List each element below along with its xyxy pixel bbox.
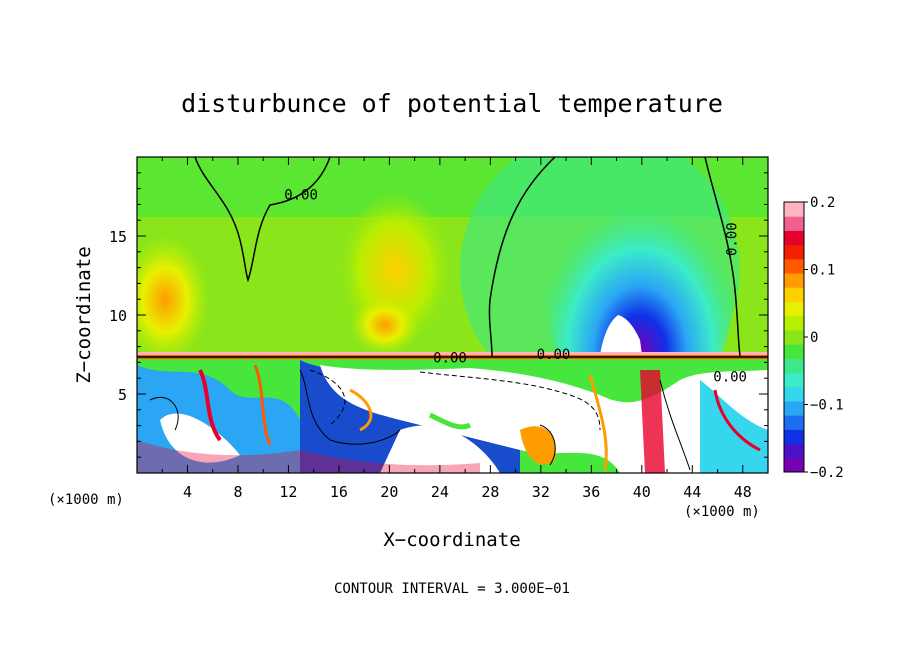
x-tick-label: 48	[734, 483, 752, 501]
x-axis-ticks: 4 8 12 16 20 24 28 32 36 40 44 48	[161, 157, 752, 501]
contour-lines	[137, 157, 768, 471]
contour-labels: 0.00 0.00 0.00 0.00 0.00	[284, 188, 747, 386]
colorbar-segment	[784, 372, 804, 388]
x-tick-label: 20	[380, 483, 398, 501]
x-unit-label-left: (×1000 m)	[48, 492, 124, 508]
lower-turbulent-structures	[137, 360, 768, 473]
y-tick-label: 5	[118, 386, 127, 404]
x-tick-label: 8	[233, 483, 242, 501]
x-tick-label: 40	[633, 483, 651, 501]
chart-title: disturbunce of potential temperature	[181, 89, 723, 118]
warm-anomaly-center-low	[350, 295, 420, 355]
x-tick-label: 16	[330, 483, 348, 501]
colorbar-segment	[784, 415, 804, 430]
colorbar-tick-label: 0.1	[810, 263, 835, 279]
colorbar-segment	[784, 202, 804, 217]
x-tick-label: 12	[279, 483, 297, 501]
x-tick-label: 28	[481, 483, 499, 501]
x-tick-label: 4	[183, 483, 192, 501]
warm-anomaly-left	[137, 235, 210, 365]
colorbar-tick-label: 0	[810, 330, 818, 346]
x-tick-label: 24	[431, 483, 449, 501]
colorbar-segment	[784, 457, 804, 473]
colorbar-tick-label: −0.1	[810, 398, 844, 414]
colorbar-segment	[784, 329, 804, 345]
contour-zero-right-inner	[488, 157, 556, 357]
colorbar-segment	[784, 244, 804, 260]
contour-lower-solid	[149, 369, 691, 471]
colorbar-segment	[784, 216, 804, 231]
contour-label: 0.00	[284, 188, 318, 204]
y-axis-label: Z−coordinate	[73, 246, 95, 383]
colorbar-tick-label: 0.2	[810, 195, 835, 211]
contour-label: 0.00	[713, 369, 747, 385]
colorbar-segment	[784, 358, 804, 374]
x-tick-label: 44	[683, 483, 701, 501]
colorbar-segment	[784, 315, 804, 331]
heatmap-field	[137, 157, 768, 473]
colorbar-segment	[784, 258, 804, 274]
colorbar-segment	[784, 301, 804, 317]
contour-lower-dashed	[309, 369, 601, 431]
x-axis-label: X−coordinate	[383, 529, 520, 551]
contour-label: 0.00	[724, 222, 740, 256]
colorbar: 0.2 0.1 0 −0.1 −0.2	[783, 195, 844, 481]
y-tick-label: 15	[109, 228, 127, 246]
colorbar-segment	[784, 400, 804, 416]
x-unit-label-right: (×1000 m)	[684, 504, 760, 520]
y-axis-ticks: 5 10 15	[109, 172, 768, 458]
y-tick-label: 10	[109, 307, 127, 325]
x-tick-label: 36	[582, 483, 600, 501]
contour-label: 0.00	[537, 347, 571, 363]
colorbar-tick-label: −0.2	[810, 465, 844, 481]
colorbar-segment	[784, 273, 804, 288]
contour-zero-right-outer	[704, 157, 741, 357]
interface-band-light	[137, 352, 768, 355]
colorbar-segment	[784, 344, 804, 359]
colorbar-segment	[784, 230, 804, 246]
colorbar-segment	[784, 443, 804, 459]
contour-zero-left	[194, 157, 331, 283]
colorbar-segment	[784, 287, 804, 302]
colorbar-segment	[784, 386, 804, 402]
footer-contour-interval: CONTOUR INTERVAL = 3.000E−01	[334, 581, 570, 597]
contour-label: 0.00	[433, 350, 467, 366]
cold-anomaly-white-core	[600, 315, 642, 355]
x-tick-label: 32	[532, 483, 550, 501]
colorbar-segment	[784, 429, 804, 445]
